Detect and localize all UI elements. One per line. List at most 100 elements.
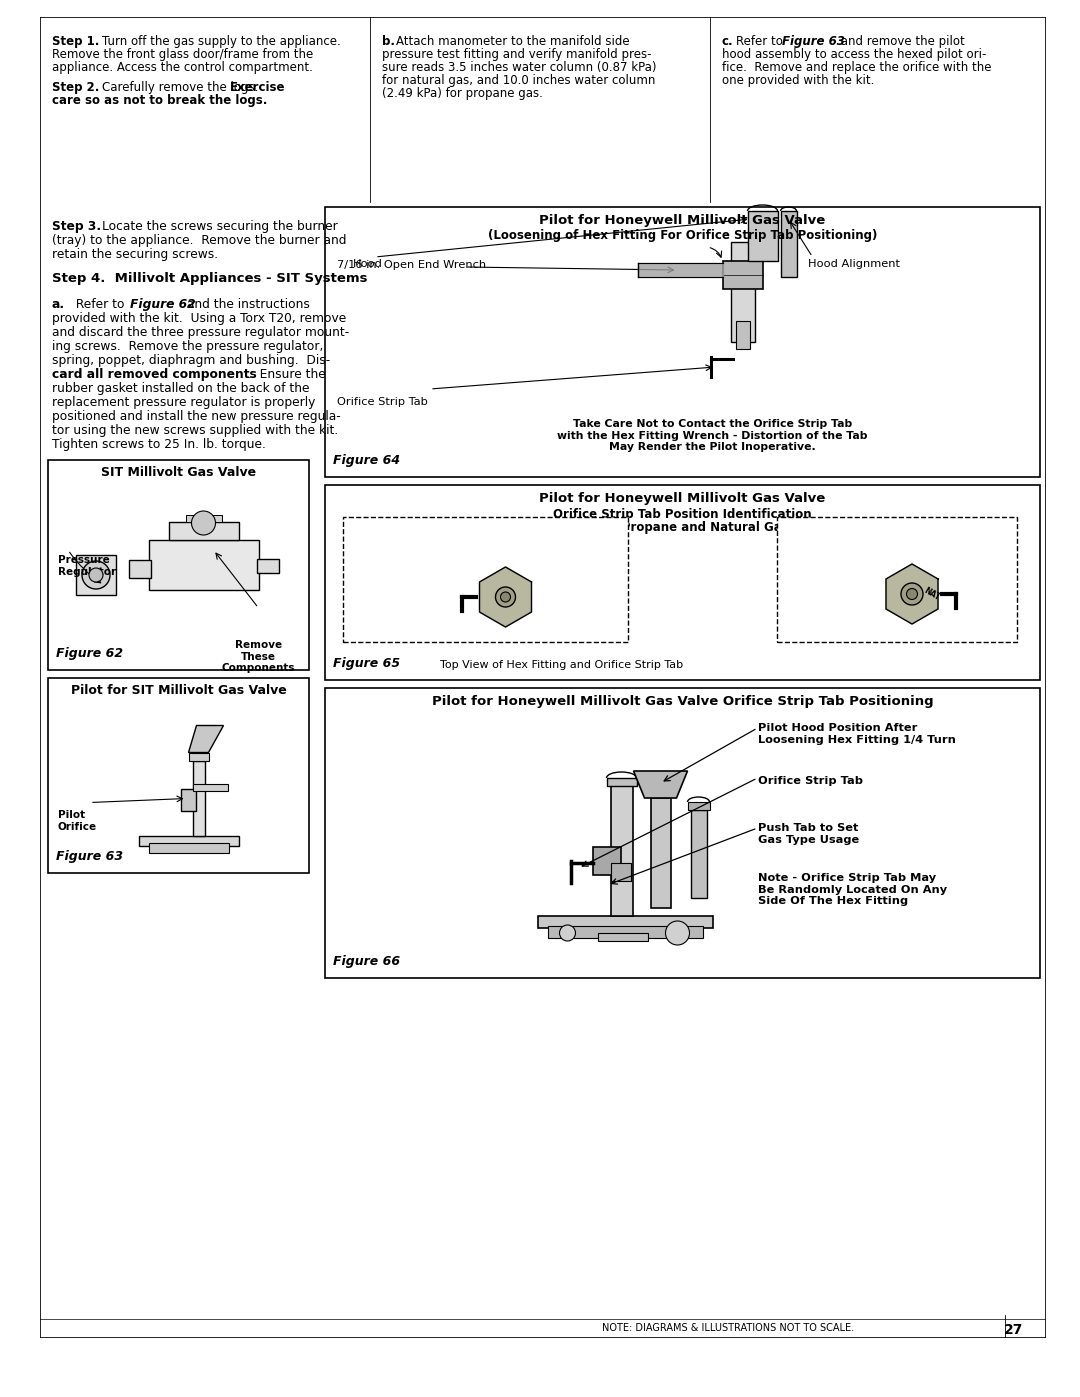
Bar <box>597 933 648 942</box>
Polygon shape <box>480 567 531 627</box>
Text: one provided with the kit.: one provided with the kit. <box>723 74 875 87</box>
Bar <box>186 515 221 522</box>
Circle shape <box>906 588 918 599</box>
Text: retain the securing screws.: retain the securing screws. <box>52 249 218 261</box>
Bar <box>192 760 204 835</box>
Text: replacement pressure regulator is properly: replacement pressure regulator is proper… <box>52 395 315 409</box>
Text: 27: 27 <box>1003 1323 1023 1337</box>
Text: Remove
These
Components: Remove These Components <box>221 640 295 673</box>
Text: and the instructions: and the instructions <box>183 298 310 312</box>
Bar <box>257 559 279 573</box>
Text: positioned and install the new pressure regula-: positioned and install the new pressure … <box>52 409 341 423</box>
Text: Remove the front glass door/frame from the: Remove the front glass door/frame from t… <box>52 47 313 61</box>
Text: a.: a. <box>52 298 65 312</box>
Bar <box>48 460 309 671</box>
Text: tor using the new screws supplied with the kit.: tor using the new screws supplied with t… <box>52 425 338 437</box>
Text: Refer to: Refer to <box>68 298 129 312</box>
Bar <box>189 753 208 760</box>
Bar <box>781 211 797 277</box>
Text: Figure 63: Figure 63 <box>56 849 123 863</box>
Text: (Loosening of Hex Fitting For Orifice Strip Tab Positioning): (Loosening of Hex Fitting For Orifice St… <box>488 229 877 242</box>
Text: .  Ensure the: . Ensure the <box>248 367 326 381</box>
Text: Orifice Strip Tab: Orifice Strip Tab <box>337 397 428 407</box>
Bar <box>730 242 755 342</box>
Polygon shape <box>634 771 688 798</box>
Text: Take Care Not to Contact the Orifice Strip Tab
with the Hex Fitting Wrench - Dis: Take Care Not to Contact the Orifice Str… <box>557 419 867 453</box>
Text: and discard the three pressure regulator mount-: and discard the three pressure regulator… <box>52 326 349 339</box>
Text: Pilot for Honeywell Millivolt Gas Valve: Pilot for Honeywell Millivolt Gas Valve <box>539 214 825 226</box>
Text: card all removed components: card all removed components <box>52 367 257 381</box>
Text: Step 4.  Millivolt Appliances - SIT Systems: Step 4. Millivolt Appliances - SIT Syste… <box>52 272 367 285</box>
Text: rubber gasket installed on the back of the: rubber gasket installed on the back of t… <box>52 381 310 395</box>
Bar <box>610 863 631 882</box>
Text: pressure test fitting and verify manifold pres-: pressure test fitting and verify manifol… <box>382 47 651 61</box>
Text: Pressure
Regulator: Pressure Regulator <box>58 555 117 577</box>
Text: Exercise: Exercise <box>230 81 285 94</box>
Text: spring, poppet, diaphragm and bushing.  Dis-: spring, poppet, diaphragm and bushing. D… <box>52 353 330 367</box>
Bar <box>48 678 309 873</box>
Text: Locate the screws securing the burner: Locate the screws securing the burner <box>102 219 338 233</box>
Bar <box>149 541 258 590</box>
Text: Figure 62: Figure 62 <box>56 647 123 659</box>
Text: (2.49 kPa) for propane gas.: (2.49 kPa) for propane gas. <box>382 87 543 101</box>
Circle shape <box>500 592 511 602</box>
Circle shape <box>191 511 216 535</box>
Text: care so as not to break the logs.: care so as not to break the logs. <box>52 94 268 108</box>
Text: b.: b. <box>382 35 395 47</box>
Text: Pilot Hood Position After
Loosening Hex Fitting 1/4 Turn: Pilot Hood Position After Loosening Hex … <box>757 724 956 745</box>
Bar <box>168 522 239 541</box>
Text: (tray) to the appliance.  Remove the burner and: (tray) to the appliance. Remove the burn… <box>52 235 347 247</box>
Bar <box>129 560 150 578</box>
Text: appliance. Access the control compartment.: appliance. Access the control compartmen… <box>52 61 313 74</box>
Bar <box>735 321 750 349</box>
Text: hood assembly to access the hexed pilot ori-: hood assembly to access the hexed pilot … <box>723 47 986 61</box>
Text: fice.  Remove and replace the orifice with the: fice. Remove and replace the orifice wit… <box>723 61 991 74</box>
Text: Hood: Hood <box>353 258 383 270</box>
Text: Turn off the gas supply to the appliance.: Turn off the gas supply to the appliance… <box>102 35 341 47</box>
Bar <box>723 261 762 289</box>
Text: sure reads 3.5 inches water column (0.87 kPa): sure reads 3.5 inches water column (0.87… <box>382 61 657 74</box>
Text: NOTE: DIAGRAMS & ILLUSTRATIONS NOT TO SCALE.: NOTE: DIAGRAMS & ILLUSTRATIONS NOT TO SC… <box>603 1323 854 1333</box>
Text: Hood Alignment: Hood Alignment <box>808 258 900 270</box>
Bar <box>343 517 627 643</box>
Circle shape <box>496 587 515 608</box>
Text: and remove the pilot: and remove the pilot <box>837 35 964 47</box>
Bar <box>548 926 702 937</box>
Text: provided with the kit.  Using a Torx T20, remove: provided with the kit. Using a Torx T20,… <box>52 312 347 326</box>
Bar <box>747 211 778 261</box>
Circle shape <box>89 569 103 583</box>
Text: Natural Gas Position -
NAT shown on tab: Natural Gas Position - NAT shown on tab <box>787 522 921 543</box>
Text: Figure 65: Figure 65 <box>333 657 400 671</box>
Circle shape <box>665 921 689 944</box>
Text: Figure 63: Figure 63 <box>782 35 845 47</box>
Bar <box>688 802 710 810</box>
Bar <box>325 485 1040 680</box>
Text: For LP/Propane and Natural Gas: For LP/Propane and Natural Gas <box>576 521 788 534</box>
Text: Push Tab to Set
Gas Type Usage: Push Tab to Set Gas Type Usage <box>757 823 859 845</box>
Text: Top View of Hex Fitting and Orifice Strip Tab: Top View of Hex Fitting and Orifice Stri… <box>440 659 684 671</box>
Text: SIT Millivolt Gas Valve: SIT Millivolt Gas Valve <box>100 467 256 479</box>
Bar <box>192 784 228 791</box>
Text: LP/Propane Gas Position -
1/16 in. Hole, LP and
Red Color shown on tab: LP/Propane Gas Position - 1/16 in. Hole,… <box>353 522 511 555</box>
Text: Pilot
Orifice: Pilot Orifice <box>58 810 97 833</box>
Text: Attach manometer to the manifold side: Attach manometer to the manifold side <box>396 35 630 47</box>
Bar <box>690 810 706 898</box>
Polygon shape <box>886 564 939 624</box>
Text: Step 2.: Step 2. <box>52 81 99 94</box>
Bar <box>607 778 636 787</box>
Text: for natural gas, and 10.0 inches water column: for natural gas, and 10.0 inches water c… <box>382 74 656 87</box>
Bar <box>593 847 621 875</box>
Text: Step 1.: Step 1. <box>52 35 99 47</box>
Text: Figure 66: Figure 66 <box>333 956 400 968</box>
Bar <box>149 842 229 852</box>
Bar <box>76 555 116 595</box>
Text: Orifice Strip Tab Position Identification: Orifice Strip Tab Position Identificatio… <box>553 509 812 521</box>
Bar <box>777 517 1017 643</box>
Text: 7/16 in. Open End Wrench: 7/16 in. Open End Wrench <box>337 260 486 270</box>
Text: Orifice Strip Tab: Orifice Strip Tab <box>757 775 863 787</box>
Bar <box>325 207 1040 476</box>
Text: Tighten screws to 25 In. lb. torque.: Tighten screws to 25 In. lb. torque. <box>52 439 266 451</box>
Text: Pilot for SIT Millivolt Gas Valve: Pilot for SIT Millivolt Gas Valve <box>70 685 286 697</box>
Text: Pilot for Honeywell Millivolt Gas Valve: Pilot for Honeywell Millivolt Gas Valve <box>539 492 825 504</box>
Circle shape <box>901 583 923 605</box>
